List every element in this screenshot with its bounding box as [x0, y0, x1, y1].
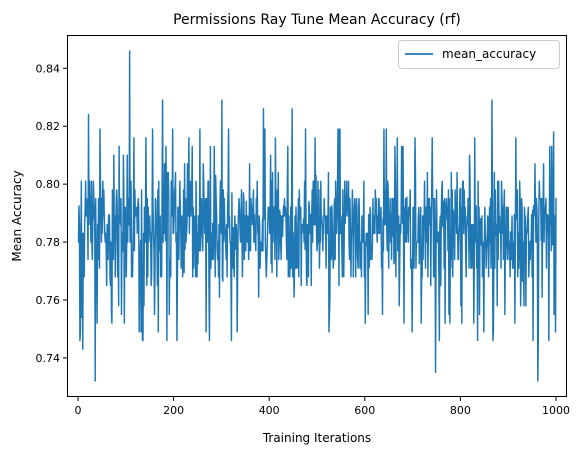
x-tick-label-4: 800: [450, 404, 471, 417]
legend-box: [398, 40, 560, 69]
y-tick-label-2: 0.78: [36, 236, 61, 249]
y-tick-label-3: 0.80: [36, 178, 61, 191]
plot-area: [77, 50, 557, 382]
plot-frame: [67, 35, 567, 397]
axis-ticks: 0 200 400 600 800 1000 0.74 0.76 0.78 0.80 0.82 0.8…: [36, 62, 571, 417]
x-tick-label-1: 200: [163, 404, 184, 417]
y-tick-label-4: 0.82: [36, 120, 61, 133]
x-tick-label-3: 600: [354, 404, 375, 417]
legend-label: mean_accuracy: [442, 47, 536, 61]
y-axis-label: Mean Accuracy: [10, 170, 24, 261]
x-tick-label-2: 400: [259, 404, 280, 417]
y-tick-label-1: 0.76: [36, 294, 61, 307]
chart-title: Permissions Ray Tune Mean Accuracy (rf): [173, 12, 461, 28]
y-tick-label-0: 0.74: [36, 352, 61, 365]
legend: mean_accuracy: [398, 40, 560, 69]
y-tick-label-5: 0.84: [36, 62, 61, 75]
x-axis-label: Training Iterations: [262, 431, 371, 445]
x-tick-label-5: 1000: [542, 404, 570, 417]
x-tick-label-0: 0: [74, 404, 81, 417]
series-line-mean-accuracy: [77, 50, 557, 382]
